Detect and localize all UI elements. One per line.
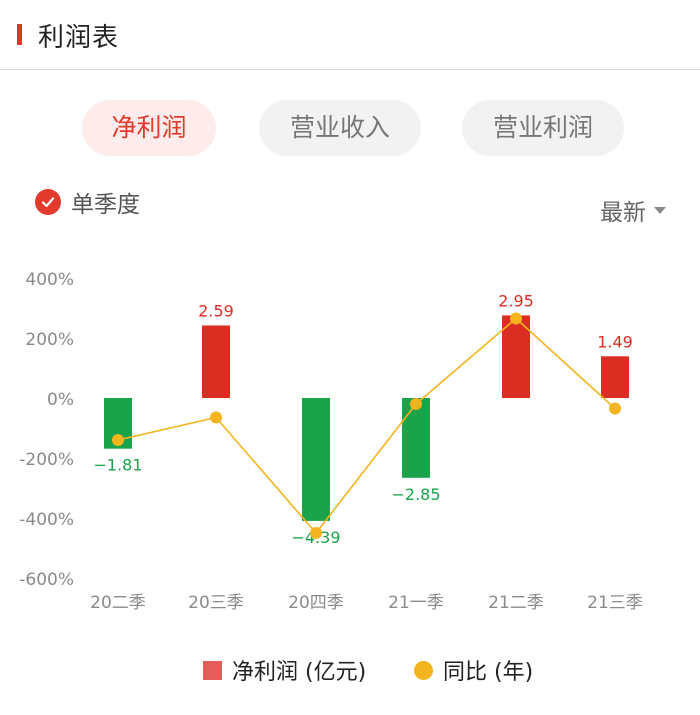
bar — [402, 398, 430, 478]
y-tick-label: -600% — [19, 570, 74, 590]
bar — [202, 325, 230, 398]
bar-data-label: −2.85 — [391, 485, 440, 504]
yoy-point — [112, 434, 124, 446]
bar — [601, 356, 629, 398]
sort-dropdown[interactable]: 最新 — [600, 193, 666, 227]
bar — [302, 398, 330, 521]
yoy-line — [117, 317, 616, 535]
legend-line-label: 同比 (年) — [443, 660, 534, 685]
tab-operating-profit[interactable]: 营业利润 — [462, 100, 624, 156]
yoy-point — [310, 527, 322, 539]
legend-item-line: 同比 (年) — [414, 650, 533, 690]
yoy-point — [609, 402, 621, 415]
legend-item-bar: 净利润 (亿元) — [203, 650, 366, 690]
bar-data-label: 2.95 — [498, 291, 534, 310]
single-quarter-label: 单季度 — [71, 192, 140, 218]
bar-data-label: 1.49 — [597, 332, 633, 351]
chart-legend: 净利润 (亿元) 同比 (年) — [0, 650, 700, 690]
caret-down-icon — [654, 206, 666, 214]
x-tick-label: 20二季 — [90, 593, 146, 613]
legend-line-dot — [414, 660, 433, 680]
bar — [502, 315, 530, 398]
yoy-point — [510, 312, 522, 325]
y-tick-label: 200% — [25, 330, 74, 350]
metric-tabs: 净利润 营业收入 营业利润 — [0, 100, 700, 156]
y-tick-label: 400% — [25, 270, 74, 290]
page-title: 利润表 — [38, 23, 120, 53]
profit-chart: 400%200%0%-200%-400%-600%−1.812.59−4.39−… — [19, 270, 643, 613]
x-tick-label: 21三季 — [587, 593, 643, 613]
y-tick-label: -200% — [19, 450, 74, 470]
yoy-point — [410, 398, 422, 410]
sort-label: 最新 — [600, 200, 646, 226]
yoy-point — [210, 411, 222, 424]
bar-data-label: 2.59 — [198, 301, 234, 320]
tab-net-profit[interactable]: 净利润 — [82, 100, 216, 156]
y-tick-label: 0% — [47, 390, 74, 410]
x-tick-label: 21二季 — [488, 593, 544, 613]
header-accent-bar — [17, 24, 22, 45]
x-tick-label: 20三季 — [188, 593, 244, 613]
tab-revenue[interactable]: 营业收入 — [259, 100, 421, 156]
bar-data-label: −1.81 — [93, 456, 142, 475]
legend-bar-swatch — [203, 660, 222, 680]
page-header: 利润表 — [0, 0, 700, 70]
x-tick-label: 21一季 — [388, 593, 444, 613]
single-quarter-toggle[interactable]: 单季度 — [35, 187, 140, 218]
checkmark-icon — [35, 189, 61, 215]
legend-bar-label: 净利润 (亿元) — [232, 660, 367, 685]
y-tick-label: -400% — [19, 510, 74, 530]
x-tick-label: 20四季 — [288, 593, 344, 613]
